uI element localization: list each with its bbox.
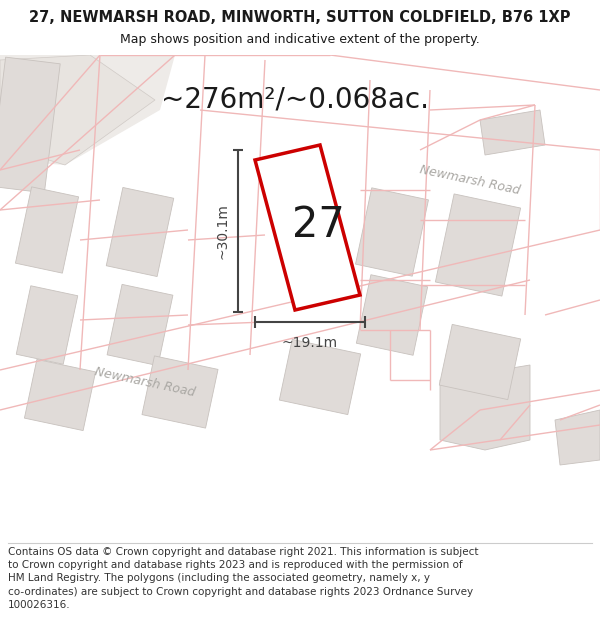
Polygon shape [356, 275, 428, 355]
Polygon shape [440, 365, 530, 450]
Polygon shape [255, 145, 360, 310]
Text: Newmarsh Road: Newmarsh Road [94, 365, 196, 399]
Polygon shape [555, 410, 600, 465]
Polygon shape [16, 286, 78, 364]
Polygon shape [356, 188, 428, 276]
Polygon shape [0, 55, 155, 165]
Text: ~276m²/~0.068ac.: ~276m²/~0.068ac. [161, 86, 429, 114]
Polygon shape [439, 324, 521, 399]
Polygon shape [480, 110, 545, 155]
Polygon shape [436, 194, 521, 296]
Text: 27: 27 [292, 204, 344, 246]
Text: ~30.1m: ~30.1m [216, 203, 230, 259]
Polygon shape [106, 188, 174, 276]
Text: ~19.1m: ~19.1m [282, 336, 338, 350]
Polygon shape [107, 284, 173, 366]
Text: 27, NEWMARSH ROAD, MINWORTH, SUTTON COLDFIELD, B76 1XP: 27, NEWMARSH ROAD, MINWORTH, SUTTON COLD… [29, 9, 571, 24]
Text: Map shows position and indicative extent of the property.: Map shows position and indicative extent… [120, 32, 480, 46]
Polygon shape [0, 57, 60, 193]
Text: Newmarsh Road: Newmarsh Road [419, 163, 521, 197]
Polygon shape [16, 187, 79, 273]
Polygon shape [0, 55, 175, 165]
Polygon shape [280, 339, 361, 414]
Polygon shape [268, 172, 344, 290]
Polygon shape [25, 359, 95, 431]
Polygon shape [142, 356, 218, 428]
Text: Contains OS data © Crown copyright and database right 2021. This information is : Contains OS data © Crown copyright and d… [8, 547, 479, 610]
